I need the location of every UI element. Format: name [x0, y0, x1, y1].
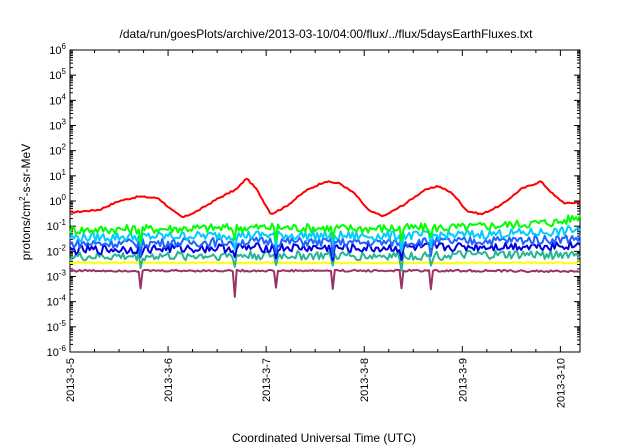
- y-tick-label: 10-2: [47, 243, 67, 258]
- y-tick-exponent: 6: [62, 42, 67, 51]
- series-layer: [69, 177, 581, 298]
- y-tick-label: 10-6: [47, 344, 67, 359]
- chart-title: /data/run/goesPlots/archive/2013-03-10/0…: [120, 27, 534, 41]
- y-tick-base: 10: [47, 272, 59, 284]
- y-tick-exponent: -1: [59, 218, 67, 227]
- y-tick-label: 102: [49, 143, 66, 158]
- y-tick-label: 104: [49, 92, 66, 107]
- y-tick-base: 10: [49, 121, 61, 133]
- y-tick-base: 10: [49, 45, 61, 57]
- y-tick-exponent: -6: [59, 344, 67, 353]
- y-tick-label: 10-3: [47, 269, 67, 284]
- series-line-1: [69, 177, 581, 219]
- y-tick-label: 101: [49, 168, 66, 183]
- y-tick-label: 100: [49, 193, 66, 208]
- y-axis-label-sup: 2: [18, 196, 27, 201]
- series-line-6: [69, 249, 581, 272]
- y-axis-label-rest: -s-sr-MeV: [19, 144, 33, 197]
- y-tick-base: 10: [47, 322, 59, 334]
- y-tick-exponent: 5: [62, 67, 67, 76]
- y-tick-base: 10: [47, 297, 59, 309]
- y-tick-base: 10: [47, 347, 59, 359]
- x-tick-label: 2013-3-10: [555, 358, 567, 408]
- y-tick-base: 10: [49, 196, 61, 208]
- y-tick-base: 10: [47, 221, 59, 233]
- y-tick-exponent: 0: [62, 193, 67, 202]
- y-tick-base: 10: [49, 171, 61, 183]
- plot-frame: [69, 49, 581, 353]
- y-tick-exponent: -5: [59, 319, 67, 328]
- y-tick-label: 10-4: [47, 294, 67, 309]
- y-axis-label: protons/cm2-s-sr-MeV: [18, 144, 33, 260]
- y-tick-exponent: 2: [62, 143, 67, 152]
- series-line-7: [69, 261, 581, 265]
- x-axis-label: Coordinated Universal Time (UTC): [232, 431, 416, 445]
- y-tick-base: 10: [47, 246, 59, 258]
- x-axis: 2013-3-5 2013-3-6 2013-3-7 2013-3-8 2013-3-9…: [65, 50, 567, 408]
- y-tick-base: 10: [49, 70, 61, 82]
- x-tick-label: 2013-3-5: [65, 358, 77, 402]
- y-tick-label: 10-1: [47, 218, 67, 233]
- y-axis-label-base: protons/cm: [19, 201, 33, 260]
- x-tick-label: 2013-3-8: [359, 358, 371, 402]
- y-tick-exponent: 3: [62, 118, 67, 127]
- x-tick-label: 2013-3-9: [457, 358, 469, 402]
- y-tick-base: 10: [49, 95, 61, 107]
- series-line-8: [69, 268, 580, 298]
- y-tick-exponent: -3: [59, 269, 67, 278]
- y-tick-exponent: 1: [62, 168, 67, 177]
- y-tick-label: 103: [49, 118, 66, 133]
- series-line-2: [69, 214, 581, 245]
- y-tick-label: 105: [49, 67, 66, 82]
- series-line-4: [69, 233, 581, 258]
- x-tick-label: 2013-3-7: [261, 358, 273, 402]
- y-tick-exponent: 4: [62, 92, 67, 101]
- y-tick-exponent: -4: [59, 294, 67, 303]
- y-tick-label: 10-5: [47, 319, 67, 334]
- y-tick-label: 106: [49, 42, 66, 57]
- y-tick-exponent: -2: [59, 243, 67, 252]
- y-axis: 10-610-510-410-310-210-11001011021031041…: [47, 42, 580, 359]
- x-tick-label: 2013-3-6: [163, 358, 175, 402]
- series-line-5: [69, 240, 581, 262]
- y-tick-base: 10: [49, 146, 61, 158]
